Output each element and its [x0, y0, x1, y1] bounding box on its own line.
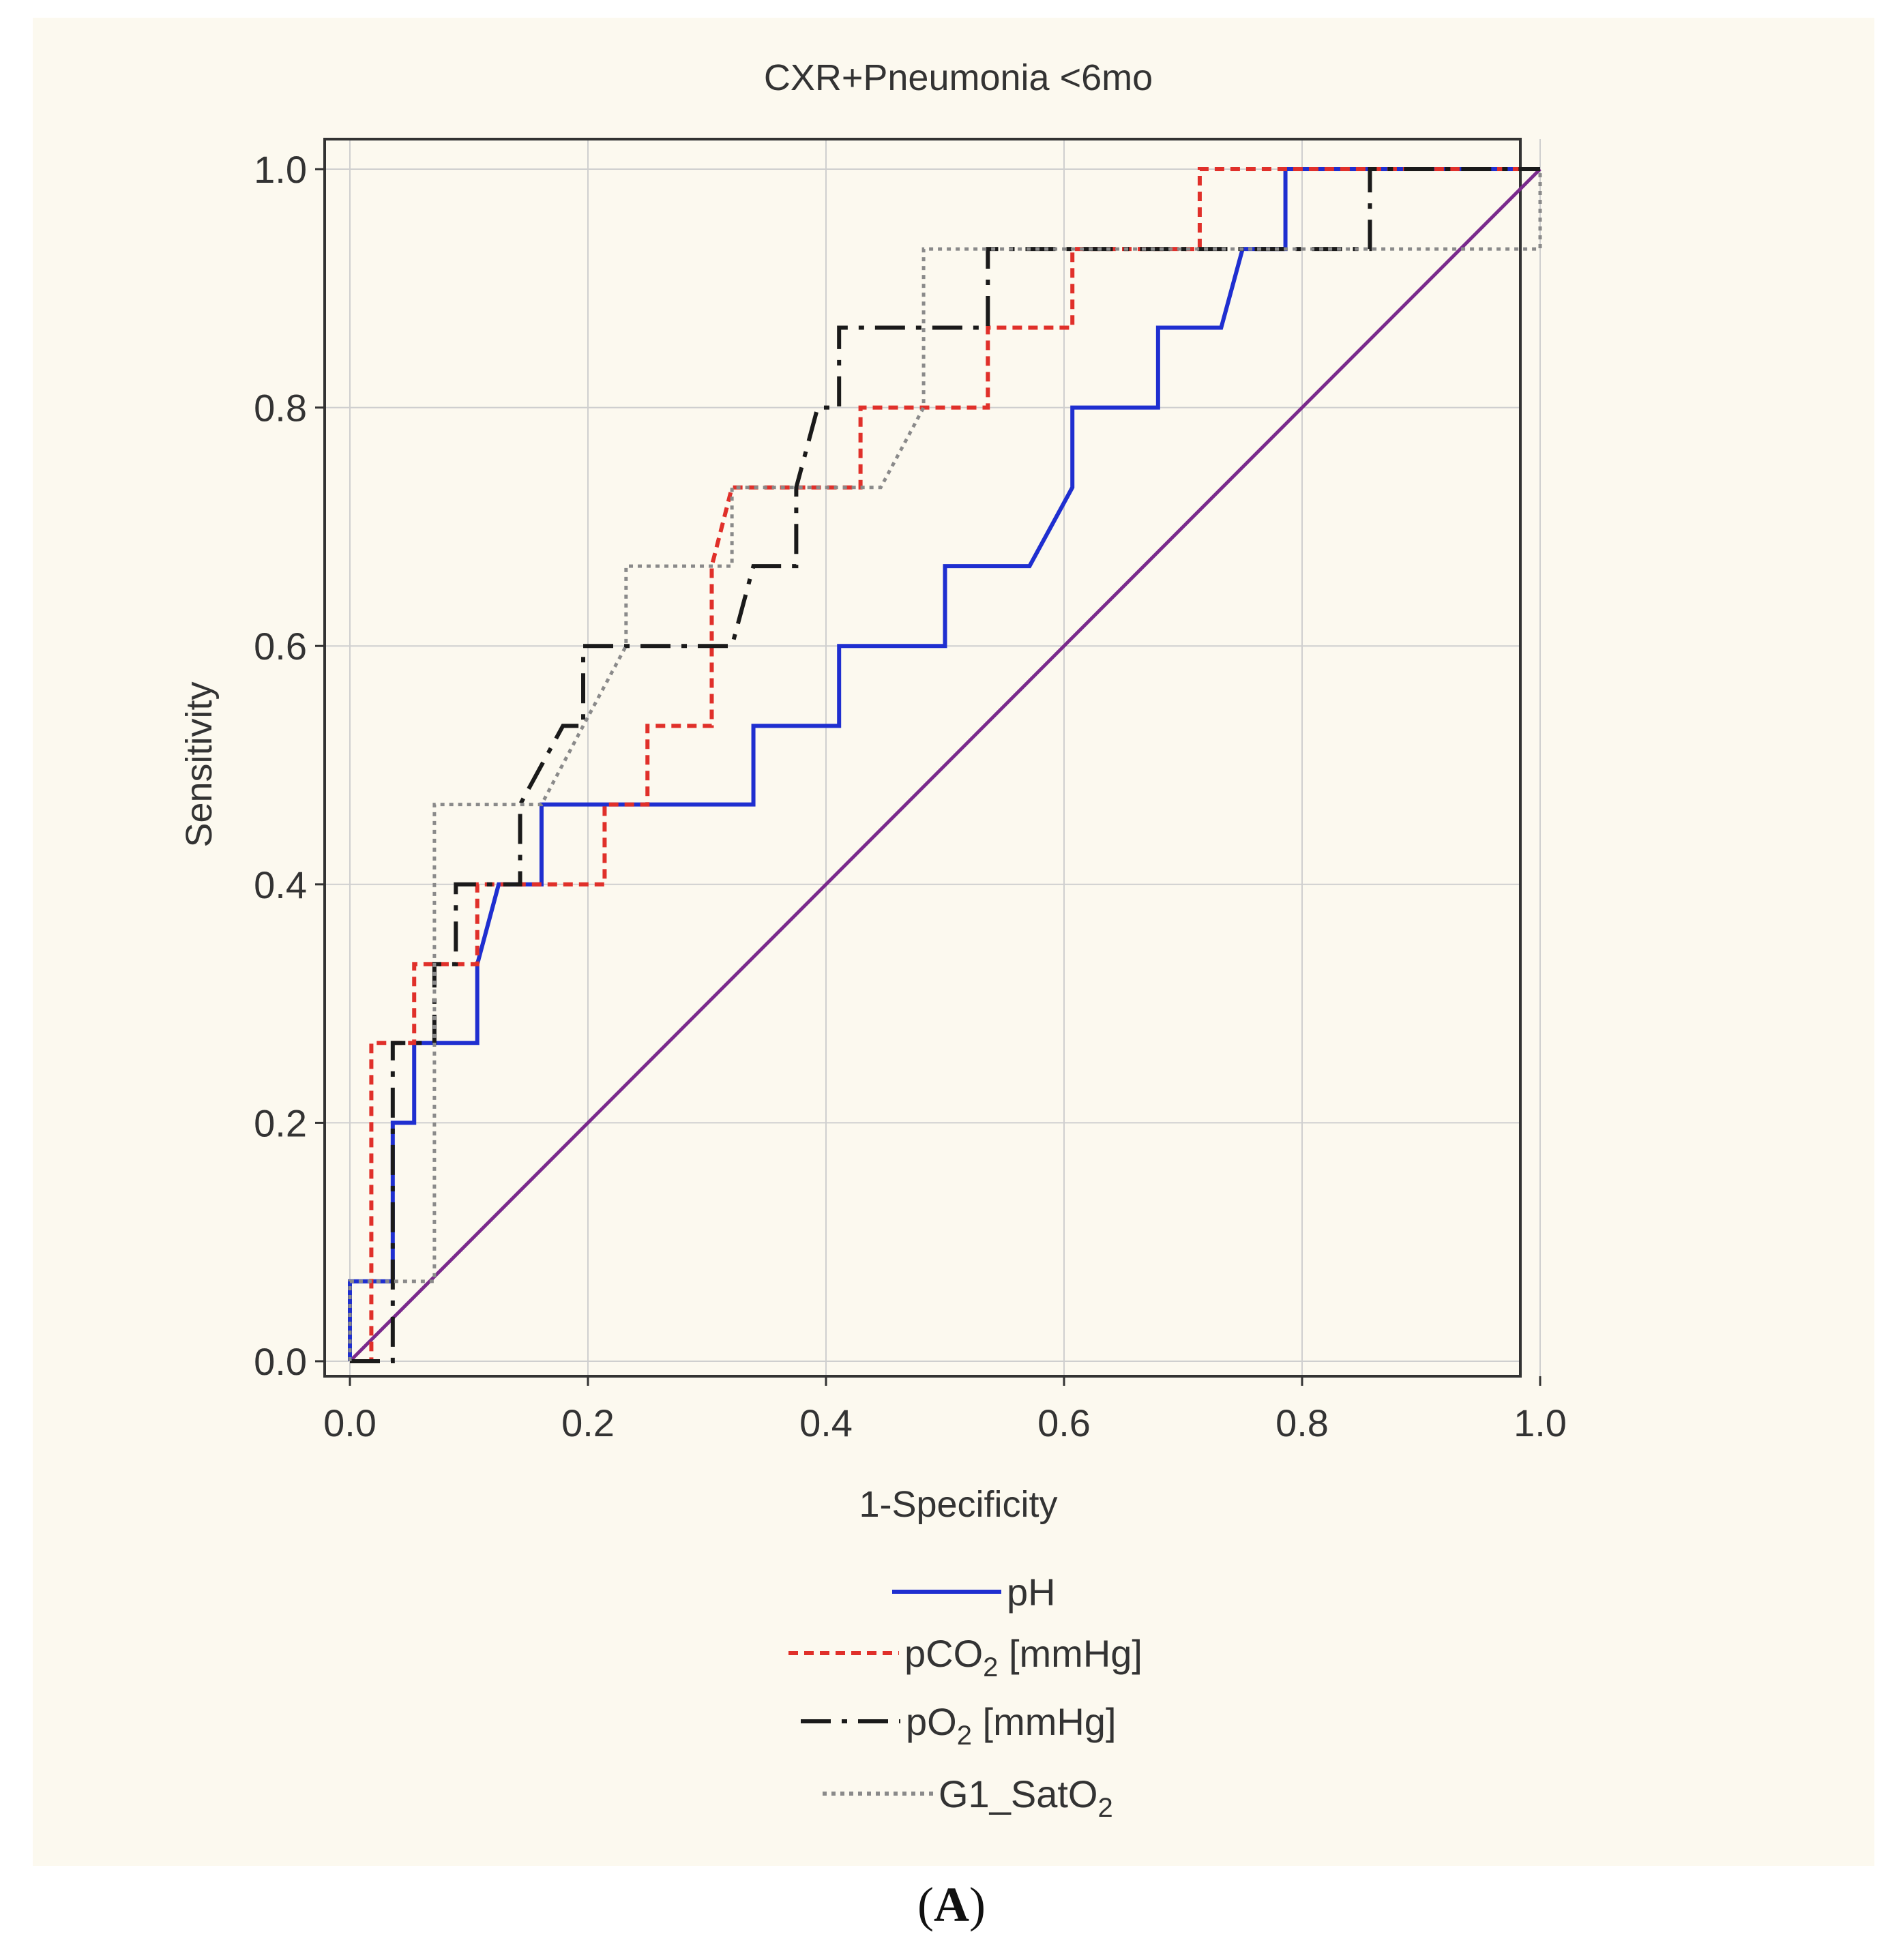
series-line-g1-sato — [348, 169, 1542, 1361]
panel-letter: (A) — [0, 1877, 1903, 1933]
y-tick-labels: 0.0 0.2 0.4 0.6 0.8 1.0 — [254, 148, 325, 1383]
x-tick-label: 0.2 — [561, 1401, 615, 1444]
series-layer — [348, 167, 1542, 1363]
x-tick-label: 0.4 — [799, 1401, 853, 1444]
caption-open: ( — [917, 1877, 934, 1932]
x-tick-label: 1.0 — [1514, 1401, 1567, 1444]
series-line-ph — [348, 167, 1540, 1361]
reference-line — [349, 168, 1541, 1363]
x-axis-label: 1-Specificity — [859, 1484, 1057, 1525]
legend-label-1: pCO2 [mmHg] — [904, 1632, 1142, 1682]
legend: pH pCO2 [mmHg] pO2 [mmHg] G1_SatO2 — [788, 1571, 1142, 1823]
legend-label-2: pO2 [mmHg] — [906, 1700, 1117, 1751]
x-tick-label: 0.0 — [323, 1401, 377, 1444]
roc-chart: CXR+Pneumonia <6mo 0.0 0.2 0.4 0.6 0.8 1.0 0.… — [179, 57, 1567, 1823]
y-tick-label: 0.2 — [254, 1101, 307, 1144]
series-line-pco — [350, 167, 1540, 1363]
y-tick-label: 0.0 — [254, 1340, 307, 1383]
caption-close: ) — [969, 1877, 986, 1932]
legend-label-0: pH — [1007, 1571, 1056, 1614]
y-tick-label: 0.4 — [254, 863, 307, 906]
x-tick-labels: 0.0 0.2 0.4 0.6 0.8 1.0 — [323, 1376, 1567, 1444]
chart-title: CXR+Pneumonia <6mo — [764, 57, 1153, 98]
figure-panel: CXR+Pneumonia <6mo 0.0 0.2 0.4 0.6 0.8 1.0 0.… — [33, 18, 1874, 1866]
y-tick-label: 0.8 — [254, 387, 307, 430]
legend-label-3: G1_SatO2 — [939, 1772, 1113, 1823]
grid — [325, 139, 1541, 1376]
x-tick-label: 0.8 — [1275, 1401, 1329, 1444]
caption-letter: A — [934, 1877, 969, 1932]
y-tick-label: 1.0 — [254, 148, 307, 191]
y-tick-label: 0.6 — [254, 625, 307, 668]
x-tick-label: 0.6 — [1037, 1401, 1091, 1444]
plot-frame — [323, 138, 1522, 1378]
y-axis-label: Sensitivity — [179, 681, 220, 847]
